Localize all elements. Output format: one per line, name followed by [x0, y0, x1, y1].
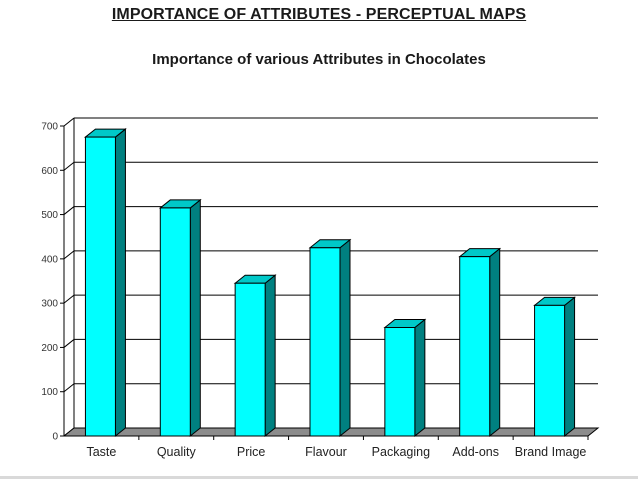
bar-front [534, 304, 566, 437]
gridline-depth [63, 383, 75, 393]
gridline-depth [63, 339, 75, 348]
bar-front [234, 282, 266, 437]
y-tick-label: 400 [41, 254, 58, 265]
gridline-depth [63, 117, 75, 127]
x-category-label: Quality [157, 445, 197, 459]
bar-front [384, 327, 416, 437]
y-tick-label: 700 [41, 122, 58, 133]
y-tick-label: 200 [41, 343, 58, 354]
gridline-depth [63, 206, 75, 215]
y-tick-label: 500 [41, 210, 58, 221]
bar-side [564, 296, 576, 438]
bar-side [264, 274, 276, 438]
footer-divider [0, 476, 638, 479]
bar [308, 238, 352, 438]
bar [383, 318, 427, 438]
bar-front [84, 136, 116, 437]
bars: Taste Quality Price Flavour Packaging Add-ons… [84, 128, 589, 459]
y-axis-ticks: 0 100 200 300 400 500 600 700 [41, 122, 64, 443]
bar-side [489, 247, 501, 438]
bar [84, 128, 127, 438]
bar [158, 198, 202, 438]
y-tick-label: 300 [41, 299, 58, 310]
gridline-depth [63, 161, 75, 171]
x-category-label: Flavour [305, 445, 347, 459]
bar-front [309, 247, 341, 437]
bar-side [114, 128, 126, 438]
bar [233, 274, 277, 438]
chart-title: Importance of various Attributes in Choc… [152, 51, 486, 68]
bar-front [159, 207, 191, 437]
bar-side [414, 318, 426, 438]
x-category-label: Add-ons [452, 445, 499, 459]
x-category-label: Brand Image [515, 445, 587, 459]
x-category-label: Taste [86, 445, 116, 459]
gridline-depth [63, 250, 75, 260]
bar-side [339, 238, 351, 438]
x-category-label: Price [237, 445, 266, 459]
gridline-depth [63, 294, 75, 304]
y-tick-label: 100 [41, 387, 58, 398]
bar [533, 296, 576, 438]
slide-title: IMPORTANCE OF ATTRIBUTES - PERCEPTUAL MA… [111, 6, 527, 23]
y-tick-label: 0 [52, 432, 58, 443]
y-tick-label: 600 [41, 166, 58, 177]
bar [458, 247, 502, 438]
x-category-label: Packaging [372, 445, 430, 459]
bar-side [189, 198, 201, 438]
bar-front [459, 256, 491, 437]
